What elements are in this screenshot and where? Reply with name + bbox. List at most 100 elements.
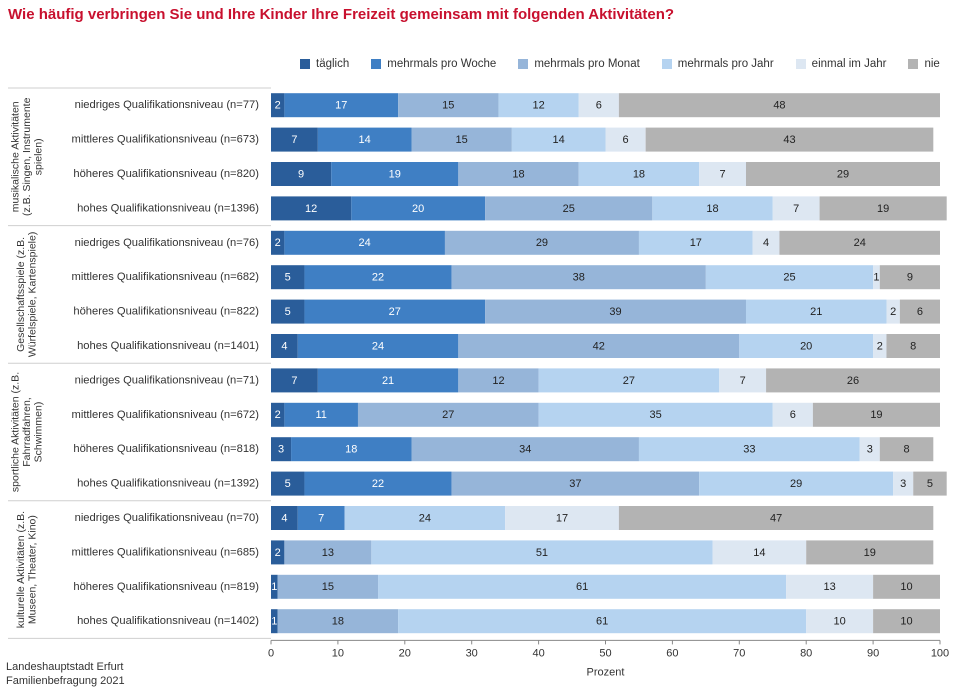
bar-segment-mehrmals-pro-jahr <box>699 471 894 496</box>
group-label-gesellschaftsspiele: Würfelspiele, Kartenspiele) <box>27 232 39 357</box>
bar-segment-mehrmals-pro-jahr <box>652 196 773 221</box>
data-label: 9 <box>907 272 913 284</box>
data-label: 4 <box>281 340 287 352</box>
data-label: 13 <box>322 547 334 559</box>
x-tick-label: 60 <box>666 647 678 659</box>
bar-segment-taeglich <box>271 127 318 152</box>
legend-item-mehrmals-pro-jahr: mehrmals pro Jahr <box>661 58 774 70</box>
group-label-sportliche: Fahrradfahren, <box>21 397 33 466</box>
data-label: 38 <box>573 272 585 284</box>
bar-segment-taeglich <box>271 609 278 634</box>
bar-segment-mehrmals-pro-woche <box>297 334 459 358</box>
group-label-gesellschaftsspiele: Gesellschaftsspiele (z.B. <box>15 237 27 352</box>
bar-segment-mehrmals-pro-woche <box>304 299 486 324</box>
data-label: 7 <box>740 375 746 387</box>
bar-segment-einmal-im-jahr <box>873 265 880 290</box>
bar-segment-einmal-im-jahr <box>605 127 646 152</box>
bar-segment-mehrmals-pro-monat <box>411 437 639 462</box>
x-tick-label: 10 <box>332 647 344 659</box>
x-tick-label: 70 <box>733 647 745 659</box>
data-label: 20 <box>412 203 424 215</box>
bar-segment-einmal-im-jahr <box>772 402 813 427</box>
bar-segment-mehrmals-pro-jahr <box>739 334 874 358</box>
bar-segment-einmal-im-jahr <box>859 437 880 462</box>
legend-swatch-mehrmals-pro-monat <box>518 59 529 69</box>
bar-segment-mehrmals-pro-jahr <box>538 402 773 427</box>
data-label: 18 <box>633 168 645 180</box>
data-label: 61 <box>576 581 588 593</box>
data-label: 61 <box>596 616 608 628</box>
data-label: 17 <box>690 237 702 249</box>
data-label: 7 <box>793 203 799 215</box>
data-label: 21 <box>810 306 822 318</box>
data-label: 7 <box>318 512 324 524</box>
data-label: 25 <box>783 272 795 284</box>
data-label: 43 <box>783 134 795 146</box>
bar-segment-einmal-im-jahr <box>893 471 914 496</box>
bar-segment-mehrmals-pro-jahr <box>745 299 887 324</box>
bar-segment-nie <box>766 368 940 393</box>
bar-segment-mehrmals-pro-woche <box>317 368 459 393</box>
data-label: 29 <box>837 168 849 180</box>
data-label: 17 <box>556 512 568 524</box>
bar-segment-mehrmals-pro-jahr <box>638 437 860 462</box>
data-label: 8 <box>910 340 916 352</box>
bar-segment-einmal-im-jahr <box>786 574 874 599</box>
legend-item-taeglich: täglich <box>300 58 349 70</box>
bar-segment-einmal-im-jahr <box>505 506 619 530</box>
data-label: 6 <box>917 306 923 318</box>
legend-item-einmal-im-jahr: einmal im Jahr <box>795 58 886 70</box>
group-label-sportliche: sportliche Aktivitäten (z.B. <box>9 372 21 492</box>
row-label: niedriges Qualifikationsniveau (n=77) <box>75 99 260 111</box>
group-label-musikalische: spielen) <box>32 138 44 175</box>
source-line-2: Familienbefragung 2021 <box>6 675 125 687</box>
bar-segment-mehrmals-pro-woche <box>297 506 345 530</box>
row-label: höheres Qualifikationsniveau (n=819) <box>73 581 259 593</box>
bar-segment-nie <box>879 265 940 290</box>
bar-segment-mehrmals-pro-jahr <box>398 609 807 634</box>
bar-segment-mehrmals-pro-jahr <box>538 368 720 393</box>
data-label: 10 <box>900 581 912 593</box>
row-label: hohes Qualifikationsniveau (n=1396) <box>77 202 259 214</box>
x-tick-label: 90 <box>867 647 879 659</box>
bar-segment-nie <box>779 230 940 255</box>
data-label: 6 <box>596 100 602 112</box>
legend-label-mehrmals-pro-woche: mehrmals pro Woche <box>387 58 497 70</box>
data-label: 14 <box>553 134 565 146</box>
data-label: 4 <box>763 237 769 249</box>
row-label: niedriges Qualifikationsniveau (n=76) <box>75 237 260 249</box>
bar-segment-mehrmals-pro-monat <box>485 299 746 324</box>
bar-segment-einmal-im-jahr <box>712 540 807 565</box>
data-label: 7 <box>720 168 726 180</box>
data-label: 24 <box>359 237 371 249</box>
bar-segment-nie <box>913 471 947 496</box>
bar-segment-einmal-im-jahr <box>578 93 619 118</box>
data-label: 22 <box>372 272 384 284</box>
data-label: 11 <box>315 409 326 421</box>
data-label: 42 <box>593 340 605 352</box>
bar-segment-taeglich <box>271 437 292 462</box>
bar-segment-taeglich <box>271 368 318 393</box>
bar-segment-mehrmals-pro-monat <box>411 127 512 152</box>
group-label-sportliche: Schwimmen) <box>32 402 44 463</box>
row-label: höheres Qualifikationsniveau (n=818) <box>73 443 259 455</box>
data-label: 6 <box>790 409 796 421</box>
bar-segment-mehrmals-pro-monat <box>357 402 539 427</box>
data-label: 1 <box>271 616 277 628</box>
data-label: 10 <box>900 616 912 628</box>
data-label: 37 <box>569 478 581 490</box>
bar-segment-mehrmals-pro-woche <box>304 471 452 496</box>
bar-segment-nie <box>899 299 940 324</box>
data-label: 13 <box>823 581 835 593</box>
row-label: niedriges Qualifikationsniveau (n=71) <box>75 374 260 386</box>
data-label: 2 <box>275 547 281 559</box>
data-label: 12 <box>305 203 317 215</box>
legend: täglich mehrmals pro Woche mehrmals pro … <box>300 58 940 70</box>
row-label: höheres Qualifikationsniveau (n=822) <box>73 306 259 318</box>
legend-item-nie: nie <box>908 58 940 70</box>
legend-label-mehrmals-pro-monat: mehrmals pro Monat <box>534 58 640 70</box>
data-label: 5 <box>285 272 291 284</box>
bar-segment-taeglich <box>271 471 305 496</box>
group-label-kulturelle: kulturelle Aktivitäten (z.B. <box>15 511 27 628</box>
data-label: 19 <box>864 547 876 559</box>
